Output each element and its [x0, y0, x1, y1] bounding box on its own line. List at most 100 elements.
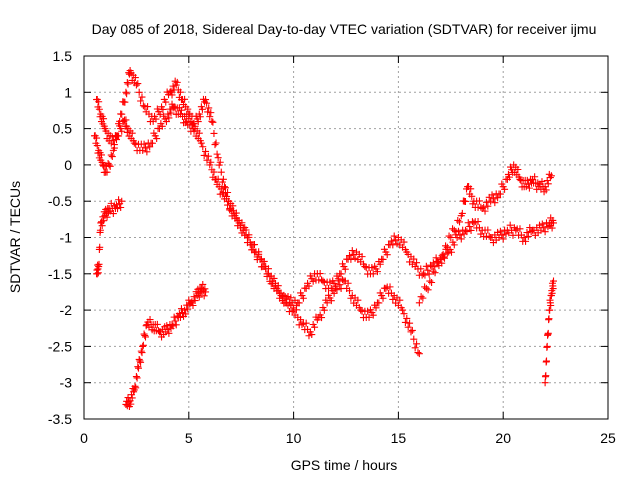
- data-point: [496, 227, 504, 235]
- data-point: [152, 115, 160, 123]
- data-point: [327, 297, 335, 305]
- data-point: [166, 105, 174, 113]
- data-point: [403, 314, 411, 322]
- y-tick-label: -3.5: [48, 411, 72, 427]
- data-point: [214, 175, 222, 183]
- data-point: [93, 270, 101, 278]
- data-point: [96, 226, 104, 234]
- data-point: [114, 205, 122, 213]
- data-point: [431, 263, 439, 271]
- data-point: [139, 342, 147, 350]
- data-point: [320, 306, 328, 314]
- data-point: [141, 144, 149, 152]
- data-point: [470, 219, 478, 227]
- data-point: [424, 266, 432, 274]
- data-point: [549, 285, 557, 293]
- data-point: [115, 196, 123, 204]
- data-point: [496, 190, 504, 198]
- data-point: [176, 313, 184, 321]
- data-point: [169, 82, 177, 90]
- data-point: [131, 74, 139, 82]
- data-point: [283, 295, 291, 303]
- data-point: [245, 233, 253, 241]
- grid-lines: [84, 56, 608, 419]
- data-point: [297, 316, 305, 324]
- data-point: [447, 234, 455, 241]
- data-point: [203, 156, 211, 164]
- data-point: [214, 154, 222, 162]
- data-point: [200, 292, 208, 300]
- data-point: [542, 186, 550, 194]
- data-point: [270, 274, 278, 282]
- data-point: [127, 400, 135, 408]
- data-point: [386, 283, 394, 291]
- series-track-e: [93, 196, 558, 387]
- data-point: [104, 208, 112, 216]
- data-point: [400, 238, 408, 246]
- data-point: [250, 241, 258, 249]
- data-point: [217, 168, 225, 176]
- data-point: [406, 319, 414, 327]
- data-point: [105, 161, 113, 169]
- data-point: [130, 139, 138, 147]
- data-point: [422, 284, 430, 292]
- data-point: [177, 305, 185, 313]
- data-point: [516, 175, 524, 183]
- data-point: [299, 294, 307, 302]
- data-point: [376, 260, 384, 268]
- data-point: [373, 268, 381, 276]
- data-point: [481, 207, 489, 215]
- data-point: [463, 228, 471, 236]
- data-point: [159, 105, 167, 113]
- data-point: [341, 265, 349, 273]
- data-point: [542, 372, 550, 380]
- data-point: [109, 210, 117, 218]
- data-point: [189, 302, 197, 310]
- data-point: [305, 282, 313, 290]
- data-point: [146, 316, 154, 324]
- data-point: [241, 224, 249, 232]
- data-point: [411, 344, 419, 352]
- data-point: [137, 347, 145, 355]
- data-point: [202, 147, 210, 155]
- data-point: [298, 321, 306, 329]
- y-tick-label: 1: [64, 84, 72, 100]
- x-tick-label: 15: [391, 430, 407, 446]
- data-point: [191, 297, 199, 305]
- data-point: [207, 109, 215, 117]
- data-point: [195, 293, 203, 301]
- data-point: [319, 277, 327, 285]
- data-point: [158, 122, 166, 130]
- data-point: [213, 150, 221, 158]
- data-point: [484, 202, 492, 210]
- data-point: [428, 279, 436, 287]
- data-point: [100, 217, 108, 225]
- data-point: [505, 173, 513, 181]
- data-point: [162, 118, 170, 126]
- data-point: [461, 197, 469, 205]
- data-point: [467, 185, 475, 193]
- data-point: [165, 329, 173, 337]
- y-tick-label: -3: [60, 375, 73, 391]
- data-point: [546, 306, 554, 314]
- data-point: [188, 112, 196, 120]
- data-point: [413, 259, 421, 267]
- data-point: [200, 151, 208, 159]
- data-point: [107, 151, 115, 159]
- data-points: [90, 67, 558, 411]
- data-point: [217, 185, 225, 193]
- y-tick-label: -1.5: [48, 266, 72, 282]
- data-point: [204, 152, 212, 160]
- data-point: [345, 252, 353, 260]
- data-point: [176, 88, 184, 96]
- data-point: [541, 379, 549, 387]
- data-point: [440, 253, 448, 261]
- x-axis-label: GPS time / hours: [291, 457, 398, 473]
- data-point: [399, 306, 407, 314]
- data-point: [454, 216, 462, 224]
- data-point: [415, 299, 423, 307]
- data-point: [541, 183, 549, 191]
- data-point: [379, 294, 387, 302]
- data-point: [499, 235, 507, 243]
